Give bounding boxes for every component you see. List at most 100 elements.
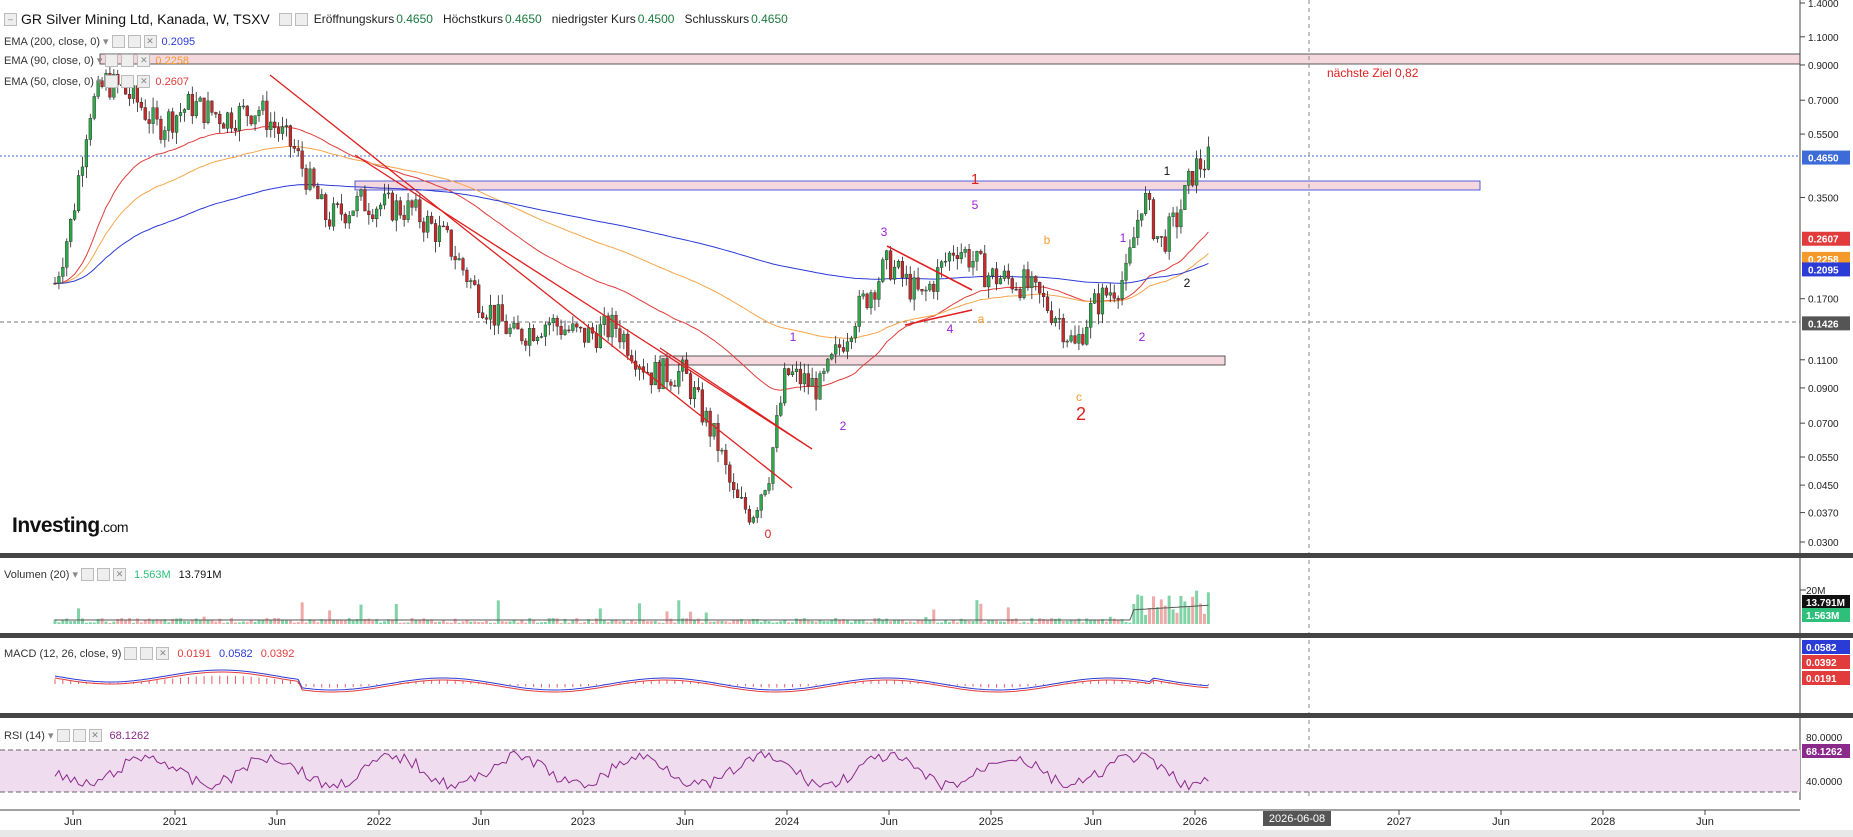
candle-body [873, 292, 877, 300]
candle-body [226, 112, 230, 129]
candle-body [461, 258, 465, 271]
trendline-2 [354, 154, 813, 450]
volume-value-2: 13.791M [178, 568, 222, 581]
high-label: Höchstkurs [442, 12, 503, 26]
candle-body [983, 253, 987, 288]
eye-icon[interactable] [56, 729, 70, 742]
settings-icon[interactable] [140, 647, 154, 660]
settings-icon[interactable] [72, 729, 86, 742]
volume-bar [928, 620, 932, 624]
close-icon[interactable]: ✕ [88, 729, 102, 742]
volume-bar [1010, 619, 1014, 624]
settings-icon[interactable] [121, 75, 135, 88]
wave-annotation: b [1044, 233, 1051, 247]
volume-bar [120, 618, 124, 624]
eye-icon[interactable] [124, 647, 138, 660]
chevron-down-icon[interactable]: ▾ [72, 569, 78, 581]
macd-legend[interactable]: MACD (12, 26, close, 9) ✕ 0.0191 0.0582 … [4, 647, 294, 660]
candle-body [834, 344, 838, 355]
candle-body [602, 315, 606, 325]
candle-body [1042, 292, 1046, 298]
volume-bar [1151, 596, 1155, 624]
rsi-tick-80: 80.0000 [1806, 733, 1843, 744]
ema90-legend[interactable]: EMA (90, close, 0) ▾ ✕ 0.2258 [4, 54, 189, 67]
price-tick-label: 0.0450 [1808, 481, 1839, 492]
rsi-legend[interactable]: RSI (14) ▾ ✕ 68.1262 [4, 729, 149, 742]
volume-bar [410, 618, 414, 624]
candle-body [375, 208, 379, 220]
volume-bar [689, 611, 693, 624]
price-axis-bg [1800, 0, 1853, 556]
candle-body [394, 200, 398, 221]
candle-body [182, 109, 187, 113]
volume-bar [159, 619, 163, 624]
close-icon[interactable]: ✕ [137, 75, 151, 88]
candle-body [787, 368, 791, 376]
volume-bar [296, 622, 300, 624]
close-icon[interactable]: ✕ [137, 54, 151, 67]
target-zone-box [99, 53, 1801, 65]
chevron-down-icon[interactable]: ▾ [103, 36, 109, 48]
rsi-tick-40: 40.0000 [1806, 777, 1843, 788]
candle-body [175, 115, 179, 133]
volume-bar [532, 620, 536, 624]
close-icon[interactable]: ✕ [143, 35, 157, 48]
volume-bar [794, 618, 798, 624]
collapse-icon[interactable]: – [4, 12, 17, 26]
candle-body [1159, 236, 1163, 238]
candle-body [688, 373, 693, 400]
side-tag-bg [1802, 671, 1850, 685]
candle-body [767, 483, 771, 491]
volume-bar [88, 622, 92, 624]
candle-body [269, 121, 273, 130]
volume-bar [881, 619, 885, 624]
price-tick-label: 0.0700 [1808, 419, 1839, 430]
chevron-down-icon[interactable]: ▾ [47, 730, 54, 742]
close-icon[interactable]: ✕ [156, 647, 170, 660]
candle-body [692, 387, 697, 400]
eye-icon[interactable] [278, 12, 292, 26]
rsi-label: RSI (14) [4, 729, 45, 742]
settings-icon[interactable] [96, 568, 110, 581]
ema200-legend[interactable]: EMA (200, close, 0) ▾ ✕ 0.2095 [4, 35, 195, 48]
price-tick-label: 1.1000 [1808, 33, 1839, 44]
volume-bar [347, 618, 351, 624]
candle-body [335, 203, 340, 205]
candle-body [849, 337, 853, 343]
volume-bar [116, 618, 120, 624]
macd-value-1: 0.0191 [177, 647, 212, 660]
settings-icon[interactable] [127, 35, 141, 48]
chevron-down-icon[interactable]: ▾ [96, 55, 103, 67]
volume-bar [802, 618, 806, 624]
settings-icon[interactable] [121, 54, 135, 67]
candle-body [736, 489, 740, 498]
wave-annotation: 2 [1184, 276, 1191, 290]
eye-icon[interactable] [80, 568, 94, 581]
candle-body [696, 387, 700, 390]
candle-body [583, 327, 587, 343]
close-icon[interactable]: ✕ [112, 568, 126, 581]
chevron-down-icon[interactable]: ▾ [96, 76, 103, 88]
candle-body [1187, 171, 1191, 186]
volume-legend[interactable]: Volumen (20) ▾ ✕ 1.563M 13.791M [4, 568, 221, 581]
candle-body [763, 490, 767, 496]
candle-body [818, 373, 822, 400]
settings-icon[interactable] [294, 12, 308, 26]
ema50-legend[interactable]: EMA (50, close, 0) ▾ ✕ 0.2607 [4, 75, 189, 88]
eye-icon[interactable] [105, 75, 119, 88]
volume-bar [1167, 595, 1171, 624]
macd-signal-line [54, 671, 1209, 693]
candle-body [135, 85, 139, 103]
candle-body [88, 118, 92, 140]
volume-bar [806, 620, 810, 624]
volume-bar [190, 620, 194, 624]
candle-body [1179, 209, 1183, 228]
eye-icon[interactable] [105, 54, 119, 67]
eye-icon[interactable] [111, 35, 125, 48]
candle-body [1144, 193, 1148, 214]
bottom-scrollbar[interactable] [0, 830, 1853, 837]
volume-bar [1187, 607, 1191, 624]
wave-annotation: 2 [840, 419, 847, 433]
volume-bar [955, 622, 959, 624]
